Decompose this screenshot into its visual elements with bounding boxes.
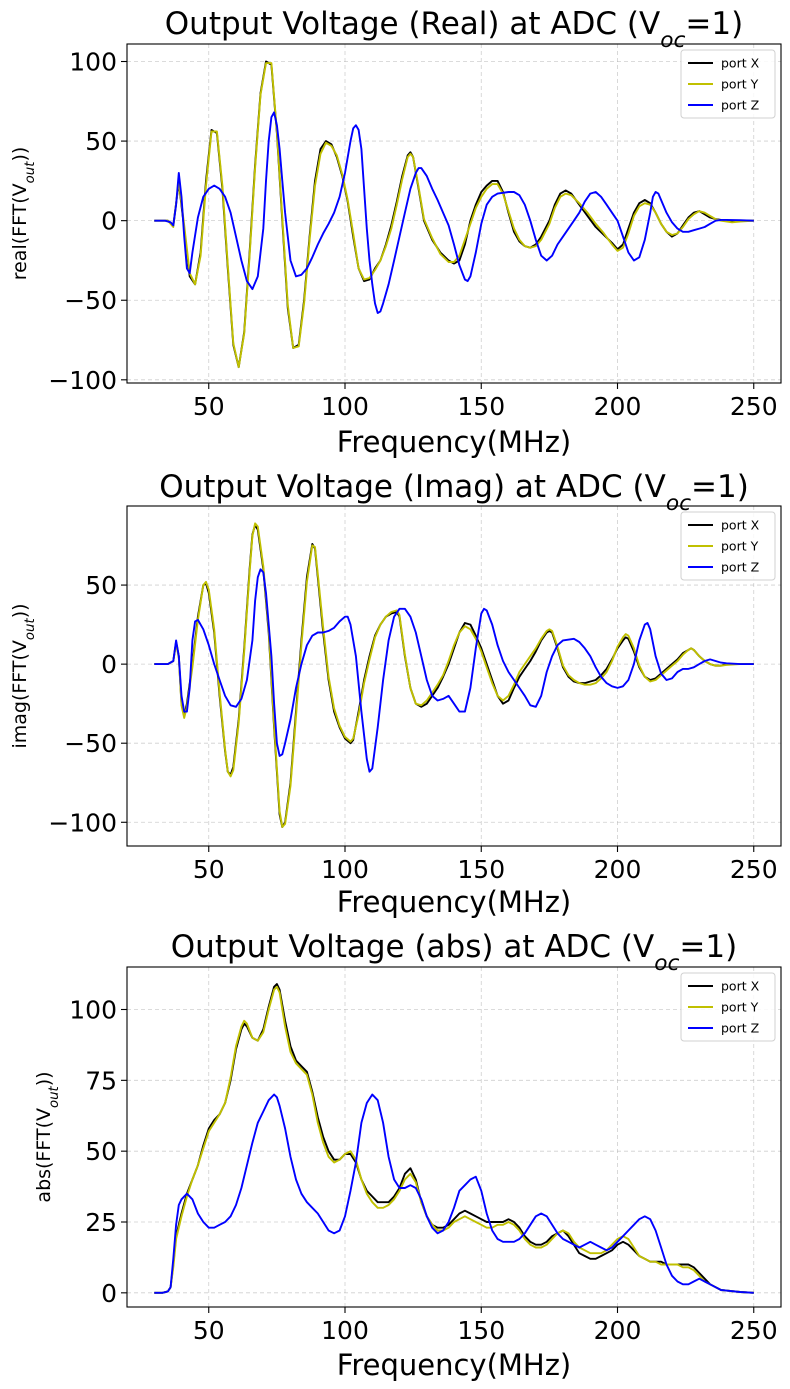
- legend-label: port X: [721, 979, 760, 994]
- legend-box: [680, 49, 776, 119]
- chart-title: Output Voltage (abs) at ADC (Voc=1): [171, 929, 737, 976]
- series-line-port-y: [154, 62, 754, 369]
- legend: port X port Y port Z: [680, 49, 776, 119]
- chart-title-subscript: oc: [660, 28, 685, 53]
- x-tick-label: 150: [457, 855, 505, 884]
- y-tick-label: 75: [85, 1066, 117, 1095]
- legend-box: [680, 511, 776, 581]
- y-axis-label-main: abs(FFT(V: [33, 1108, 55, 1203]
- x-tick-label: 150: [457, 1316, 505, 1345]
- y-axis-label-subscript: out: [47, 1085, 62, 1108]
- x-tick-label: 100: [321, 392, 369, 421]
- series-line-port-z: [154, 568, 754, 773]
- legend-box: [680, 972, 776, 1042]
- plot-frame: [126, 966, 782, 1308]
- series-line-port-x: [154, 983, 754, 1294]
- chart-title-main: Output Voltage (Real) at ADC (V: [165, 6, 660, 42]
- legend-label: port X: [721, 56, 760, 71]
- y-axis-label: abs(FFT(Vout)): [33, 1071, 62, 1202]
- y-axis-label-tail: )): [9, 603, 31, 618]
- y-tick-label: 50: [85, 127, 117, 156]
- y-axis-label-main: imag(FFT(V: [9, 640, 31, 748]
- chart-panel-abs: 50 100 150 200 250 0 25 50 75 100 Output Voltage (…: [33, 929, 782, 1382]
- chart-title-main: Output Voltage (abs) at ADC (V: [171, 929, 654, 965]
- x-tick-label: 200: [594, 392, 642, 421]
- x-tick-label: 150: [457, 392, 505, 421]
- x-axis-label: Frequency(MHz): [337, 885, 572, 919]
- chart-title-main: Output Voltage (Imag) at ADC (V: [159, 469, 666, 505]
- chart-title-subscript: oc: [654, 951, 679, 976]
- x-tick-label: 50: [193, 855, 225, 884]
- x-tick-label: 50: [193, 1316, 225, 1345]
- y-tick-label: 50: [85, 571, 117, 600]
- legend-label: port Z: [721, 98, 759, 113]
- chart-title-subscript: oc: [666, 491, 691, 516]
- x-tick-label: 100: [321, 855, 369, 884]
- legend-label: port Y: [721, 1000, 759, 1015]
- chart-panel-real: 50 100 150 200 250 −100 −50 0 50 100 Output Voltag…: [9, 6, 782, 459]
- legend-label: port Z: [721, 560, 759, 575]
- y-axis-label-subscript: out: [23, 618, 38, 641]
- x-tick-label: 200: [594, 1316, 642, 1345]
- x-tick-label: 200: [594, 855, 642, 884]
- chart-panel-imag: 50 100 150 200 250 −100 −50 0 50 Output Voltage (…: [9, 469, 782, 919]
- legend-label: port X: [721, 518, 760, 533]
- chart-title-tail: =1): [685, 6, 743, 42]
- y-axis-label-main: real(FFT(V: [9, 183, 31, 280]
- plot-frame: [126, 43, 782, 384]
- x-tick-label: 250: [730, 855, 778, 884]
- chart-title: Output Voltage (Imag) at ADC (Voc=1): [159, 469, 749, 516]
- y-axis-label-tail: )): [9, 147, 31, 162]
- y-axis-label-tail: )): [33, 1071, 55, 1086]
- y-axis-label: imag(FFT(Vout)): [9, 603, 38, 748]
- y-axis-label-subscript: out: [23, 161, 38, 184]
- x-axis-label: Frequency(MHz): [337, 425, 572, 459]
- series-line-port-y: [154, 522, 754, 828]
- y-tick-label: 0: [101, 1279, 117, 1308]
- y-tick-label: 0: [101, 207, 117, 236]
- series-line-port-z: [154, 111, 754, 314]
- y-tick-label: −50: [64, 729, 117, 758]
- legend: port X port Y port Z: [680, 511, 776, 581]
- series-line-port-z: [154, 1093, 754, 1294]
- x-axis-label: Frequency(MHz): [337, 1348, 572, 1382]
- chart-title-tail: =1): [679, 929, 737, 965]
- y-tick-label: −100: [48, 808, 117, 837]
- y-tick-label: 0: [101, 650, 117, 679]
- series-line-port-y: [154, 985, 754, 1294]
- y-tick-label: 25: [85, 1208, 117, 1237]
- y-tick-label: 100: [69, 996, 117, 1025]
- legend-label: port Y: [721, 77, 759, 92]
- legend-label: port Y: [721, 539, 759, 554]
- y-axis-label: real(FFT(Vout)): [9, 147, 38, 281]
- chart-title-tail: =1): [691, 469, 749, 505]
- chart-title: Output Voltage (Real) at ADC (Voc=1): [165, 6, 743, 53]
- legend-label: port Z: [721, 1021, 759, 1036]
- y-tick-label: 50: [85, 1137, 117, 1166]
- x-tick-label: 50: [193, 392, 225, 421]
- x-tick-label: 100: [321, 1316, 369, 1345]
- legend: port X port Y port Z: [680, 972, 776, 1042]
- plot-frame: [126, 505, 782, 847]
- y-tick-label: −50: [64, 286, 117, 315]
- x-tick-label: 250: [730, 1316, 778, 1345]
- y-tick-label: −100: [48, 366, 117, 395]
- x-tick-label: 250: [730, 392, 778, 421]
- y-tick-label: 100: [69, 48, 117, 77]
